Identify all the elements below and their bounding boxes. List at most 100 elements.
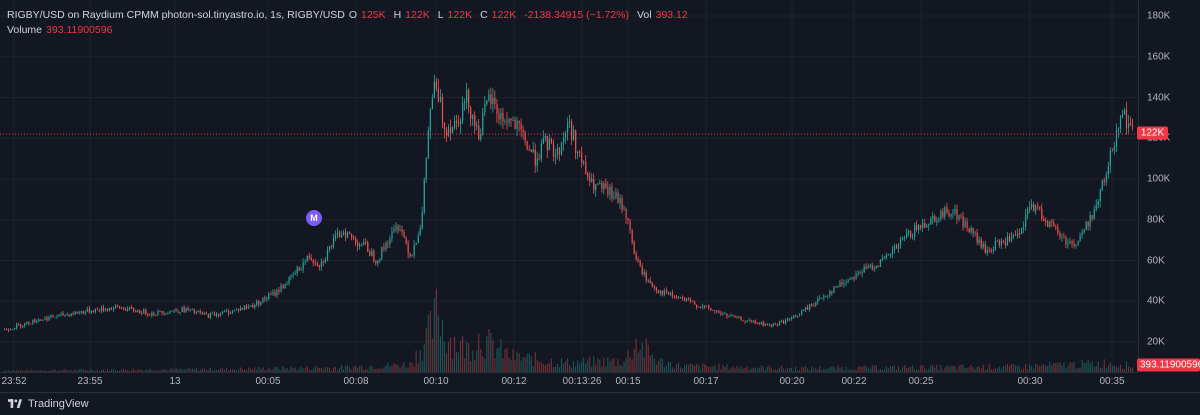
volume-bar xyxy=(435,288,437,372)
candle-body xyxy=(676,296,678,298)
volume-bar xyxy=(1025,364,1027,372)
candle-body xyxy=(207,313,209,318)
candle-body xyxy=(20,324,22,327)
candle-body xyxy=(589,177,591,182)
volume-bar xyxy=(653,358,655,372)
volume-bar xyxy=(569,365,571,372)
volume-bar xyxy=(163,369,165,372)
candle-body xyxy=(891,249,894,255)
volume-bar xyxy=(859,365,861,372)
candle-body xyxy=(710,308,712,311)
volume-bar xyxy=(530,356,532,372)
volume-bar xyxy=(891,366,893,372)
volume-bar xyxy=(345,365,347,372)
candle-body xyxy=(1115,129,1118,147)
volume-bar xyxy=(104,370,106,372)
volume-bar xyxy=(673,368,675,372)
volume-bar xyxy=(904,365,906,372)
volume-bar xyxy=(1043,364,1045,372)
candle-body xyxy=(165,313,167,315)
volume-bar xyxy=(1119,365,1121,372)
candle-body xyxy=(936,220,938,223)
time-axis[interactable]: 23:52 23:55 13 00:05 00:08 00:10 00:12 00:13:26… xyxy=(0,372,1138,392)
candle-body xyxy=(476,125,478,127)
volume-bar xyxy=(332,367,334,372)
volume-bar xyxy=(841,367,843,372)
volume-bar xyxy=(405,367,407,372)
candle-body xyxy=(744,321,746,323)
volume-bar xyxy=(320,367,322,372)
candle-body xyxy=(137,310,139,313)
volume-bar xyxy=(1021,369,1023,372)
volume-bar xyxy=(704,364,706,372)
candle-body xyxy=(1093,209,1095,219)
volume-bar xyxy=(484,358,486,372)
volume-bar xyxy=(88,370,90,372)
candlestick-chart[interactable] xyxy=(0,0,1138,372)
volume-bar xyxy=(1017,365,1019,372)
candle-body xyxy=(530,149,532,152)
tradingview-logo-icon[interactable] xyxy=(8,399,22,409)
tradingview-brand[interactable]: TradingView xyxy=(28,398,89,410)
volume-bar xyxy=(16,370,18,372)
volume-bar xyxy=(1006,363,1008,372)
volume-bar xyxy=(221,367,223,372)
candle-body xyxy=(1091,215,1093,219)
volume-bar xyxy=(512,349,514,372)
volume-bar xyxy=(984,369,986,372)
volume-bar xyxy=(908,367,910,372)
volume-bar xyxy=(571,367,573,372)
candle-body xyxy=(538,158,540,160)
candle-body xyxy=(1059,232,1061,237)
volume-bar xyxy=(211,370,213,372)
volume-bar xyxy=(413,366,415,372)
volume-bar xyxy=(736,365,738,372)
volume-bar xyxy=(579,364,581,372)
candle-body xyxy=(1035,205,1037,212)
candle-body xyxy=(84,311,86,314)
candle-body xyxy=(1041,208,1043,220)
volume-bar xyxy=(1008,365,1010,372)
chart-area[interactable] xyxy=(0,0,1138,372)
candle-body xyxy=(425,157,427,180)
volume-bar xyxy=(62,369,64,372)
candle-body xyxy=(343,232,345,235)
volume-bar xyxy=(603,357,605,372)
x-tick-label: 00:05 xyxy=(255,376,281,387)
volume-bar xyxy=(623,361,625,372)
candle-body xyxy=(42,319,44,321)
candle-body xyxy=(629,220,631,230)
volume-bar xyxy=(94,371,96,372)
candle-body xyxy=(645,272,647,281)
candle-body xyxy=(615,192,617,198)
candle-body xyxy=(1121,114,1124,118)
volume-bar xyxy=(334,367,336,372)
candle-body xyxy=(292,274,294,276)
candle-body xyxy=(187,308,189,310)
candle-body xyxy=(68,314,70,317)
volume-bar xyxy=(875,365,877,372)
volume-bar xyxy=(595,364,597,372)
price-axis[interactable]: 180K160K140K120K100K80K60K40K20K xyxy=(1138,0,1200,372)
volume-bar xyxy=(34,369,36,372)
candle-body xyxy=(234,309,236,311)
candle-body xyxy=(732,315,734,317)
candle-body xyxy=(1061,236,1063,238)
candle-body xyxy=(290,274,292,277)
volume-bar xyxy=(226,367,228,372)
candle-body xyxy=(712,310,714,311)
candle-body xyxy=(791,317,793,320)
legend-low-label: L xyxy=(437,9,444,21)
candle-body xyxy=(377,261,379,264)
candle-body xyxy=(437,88,439,102)
candle-body xyxy=(62,313,64,316)
volume-bar xyxy=(793,370,795,372)
volume-bar xyxy=(1063,362,1065,372)
volume-bar xyxy=(851,370,853,372)
volume-bar xyxy=(203,368,205,372)
chart-marker-m[interactable]: M xyxy=(306,210,322,226)
volume-bar xyxy=(1031,366,1033,372)
candle-body xyxy=(334,234,337,239)
candle-body xyxy=(793,315,795,318)
volume-bar xyxy=(113,369,115,372)
